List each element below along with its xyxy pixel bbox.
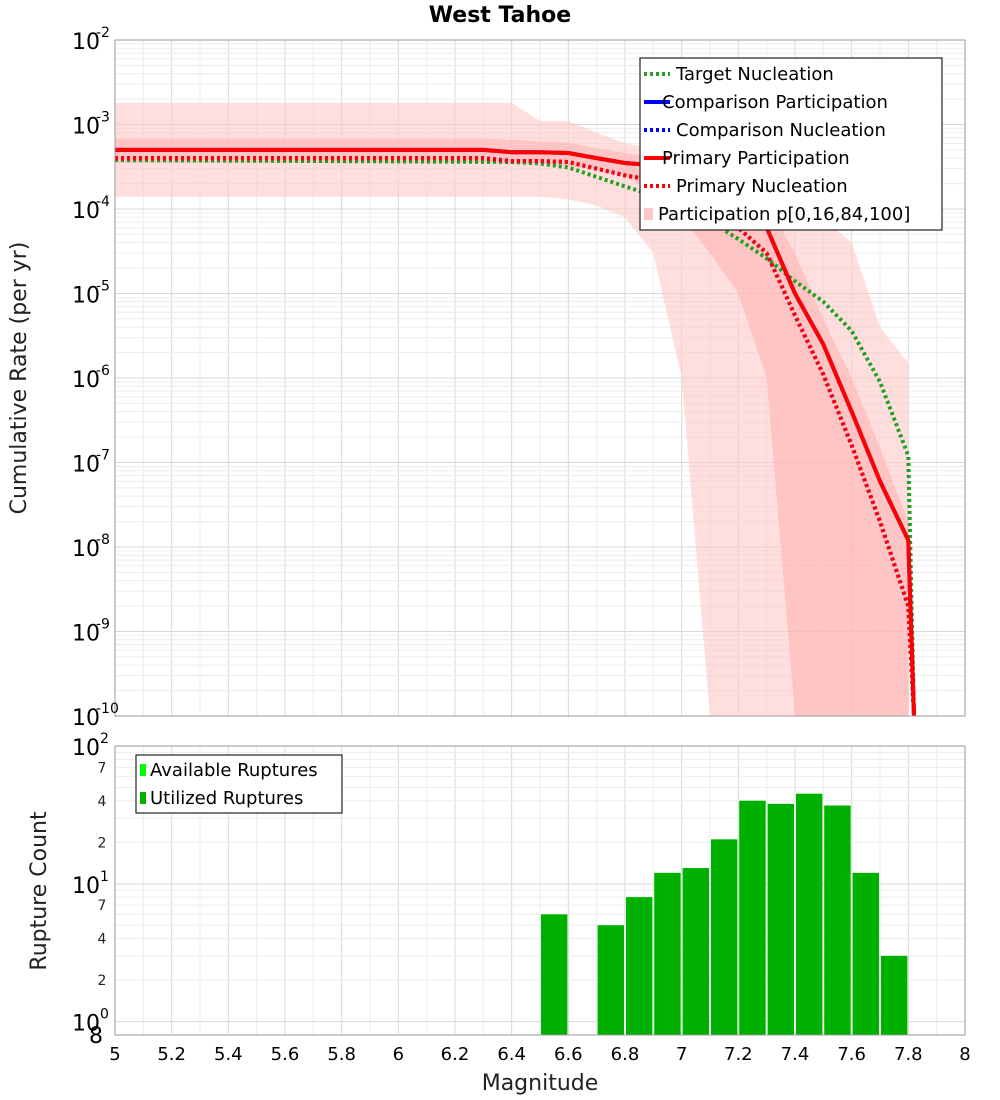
x-axis-label: Magnitude <box>482 1071 599 1096</box>
utilized-rupture-bar <box>682 868 709 1035</box>
x-tick-label: 7.6 <box>837 1044 866 1065</box>
x-tick-label: 7.2 <box>724 1044 753 1065</box>
x-tick-label: 6.4 <box>497 1044 526 1065</box>
bottom-y-minor-tick-label: 7 <box>98 760 107 776</box>
utilized-rupture-bar <box>597 925 624 1035</box>
x-ticks: 5 5.2 5.4 5.6 5.8 6 6.2 6.4 6.6 6.8 7 7.2 7.4 7.6 7.8 8 <box>109 1044 970 1065</box>
x-tick-label: 7 <box>676 1044 687 1065</box>
bottom-y-minor-tick-label: 2 <box>98 835 107 851</box>
top-y-tick-label: 10 <box>72 115 100 140</box>
bottom-y-minor-tick-label: 2 <box>98 973 107 989</box>
top-y-tick-exponent: -6 <box>96 363 110 379</box>
top-legend-box <box>639 57 943 231</box>
top-y-tick-label: 10 <box>72 368 100 393</box>
top-y-tick-label: 10 <box>72 199 100 224</box>
bottom-y-minor-tick-label: 4 <box>98 932 107 948</box>
top-bands <box>115 102 909 716</box>
bottom-plot-frame <box>114 745 966 1036</box>
utilized-rupture-bar <box>626 897 653 1035</box>
legend-swatch <box>140 764 146 776</box>
top-y-tick-exponent: -5 <box>96 279 110 295</box>
series-line-primary-nucleation <box>115 156 916 717</box>
utilized-rupture-bar <box>541 914 568 1035</box>
utilized-rupture-bar <box>881 955 908 1035</box>
legend-label: Available Ruptures <box>150 760 318 781</box>
legend-label: Comparison Nucleation <box>676 120 886 141</box>
x-tick-label: 5.2 <box>157 1044 186 1065</box>
top-y-tick-label: 10 <box>72 30 100 55</box>
x-tick-label: 6.2 <box>441 1044 470 1065</box>
utilized-rupture-bar <box>767 803 794 1035</box>
top-y-axis-label: Cumulative Rate (per yr) <box>7 242 32 515</box>
bottom-y-tick-label: 10 <box>72 736 100 761</box>
top-y-tick-label: 10 <box>72 622 100 647</box>
x-tick-label: 7.4 <box>781 1044 810 1065</box>
legend-label: Participation p[0,16,84,100] <box>658 204 910 225</box>
participation-band-1 <box>115 138 909 716</box>
top-y-tick-exponent: -9 <box>96 617 110 633</box>
top-y-tick-exponent: -8 <box>96 532 110 548</box>
bottom-y-minor-tick-label: 7 <box>98 898 107 914</box>
bottom-y-tick-exponent: 1 <box>100 869 109 885</box>
bottom-y-tick-label: 10 <box>72 874 100 899</box>
legend-swatch <box>140 792 146 804</box>
legend-label: Primary Nucleation <box>676 176 848 197</box>
bottom-y-minor-tick-label: 4 <box>98 794 107 810</box>
top-y-tick-label: 10 <box>72 537 100 562</box>
top-y-tick-label: 10 <box>72 453 100 478</box>
top-y-tick-exponent: -4 <box>96 194 110 210</box>
bottom-y-tick-exponent: 0 <box>100 1007 109 1023</box>
utilized-rupture-bar <box>852 872 879 1035</box>
participation-band-0 <box>115 102 909 716</box>
chart-title: West Tahoe <box>429 3 571 28</box>
legend-label: Comparison Participation <box>662 92 888 113</box>
x-tick-label: 6.6 <box>554 1044 583 1065</box>
top-y-tick-exponent: -7 <box>96 448 110 464</box>
utilized-rupture-bar <box>824 805 851 1035</box>
legend-swatch <box>644 208 653 220</box>
top-y-tick-exponent: -10 <box>96 701 119 717</box>
series-line-target-nucleation <box>114 158 916 717</box>
top-y-tick-exponent: -3 <box>96 110 110 126</box>
x-tick-label: 8 <box>959 1044 970 1065</box>
bottom-legend-box <box>135 754 343 814</box>
x-tick-label: 5.4 <box>214 1044 243 1065</box>
bottom-y-tick-exponent: 2 <box>100 731 109 747</box>
bottom-y-tick-label: 10 <box>72 1012 100 1037</box>
x-tick-label: 6.8 <box>611 1044 640 1065</box>
top-y-tick-exponent: -2 <box>96 25 110 41</box>
bottom-y-axis-label: Rupture Count <box>27 811 52 971</box>
utilized-rupture-bar <box>711 839 738 1035</box>
legend-label: Primary Participation <box>662 148 850 169</box>
bottom-y-minor-tick-label: 8 <box>89 1024 103 1049</box>
x-tick-label: 5.6 <box>271 1044 300 1065</box>
bottom-bars <box>541 793 908 1035</box>
legend-label: Utilized Ruptures <box>150 788 303 809</box>
top-y-tick-label: 10 <box>72 706 100 731</box>
top-plot-frame <box>114 39 966 717</box>
top-legend: Target Nucleation Comparison Participatio… <box>639 57 943 231</box>
bottom-legend: Available Ruptures Utilized Ruptures <box>135 754 343 814</box>
x-tick-label: 5.8 <box>327 1044 356 1065</box>
x-tick-label: 6 <box>393 1044 404 1065</box>
utilized-rupture-bar <box>654 872 681 1035</box>
x-tick-label: 7.8 <box>894 1044 923 1065</box>
legend-label: Target Nucleation <box>675 64 834 85</box>
top-y-tick-label: 10 <box>72 284 100 309</box>
x-tick-label: 5 <box>109 1044 120 1065</box>
utilized-rupture-bar <box>739 800 766 1035</box>
utilized-rupture-bar <box>796 793 823 1035</box>
